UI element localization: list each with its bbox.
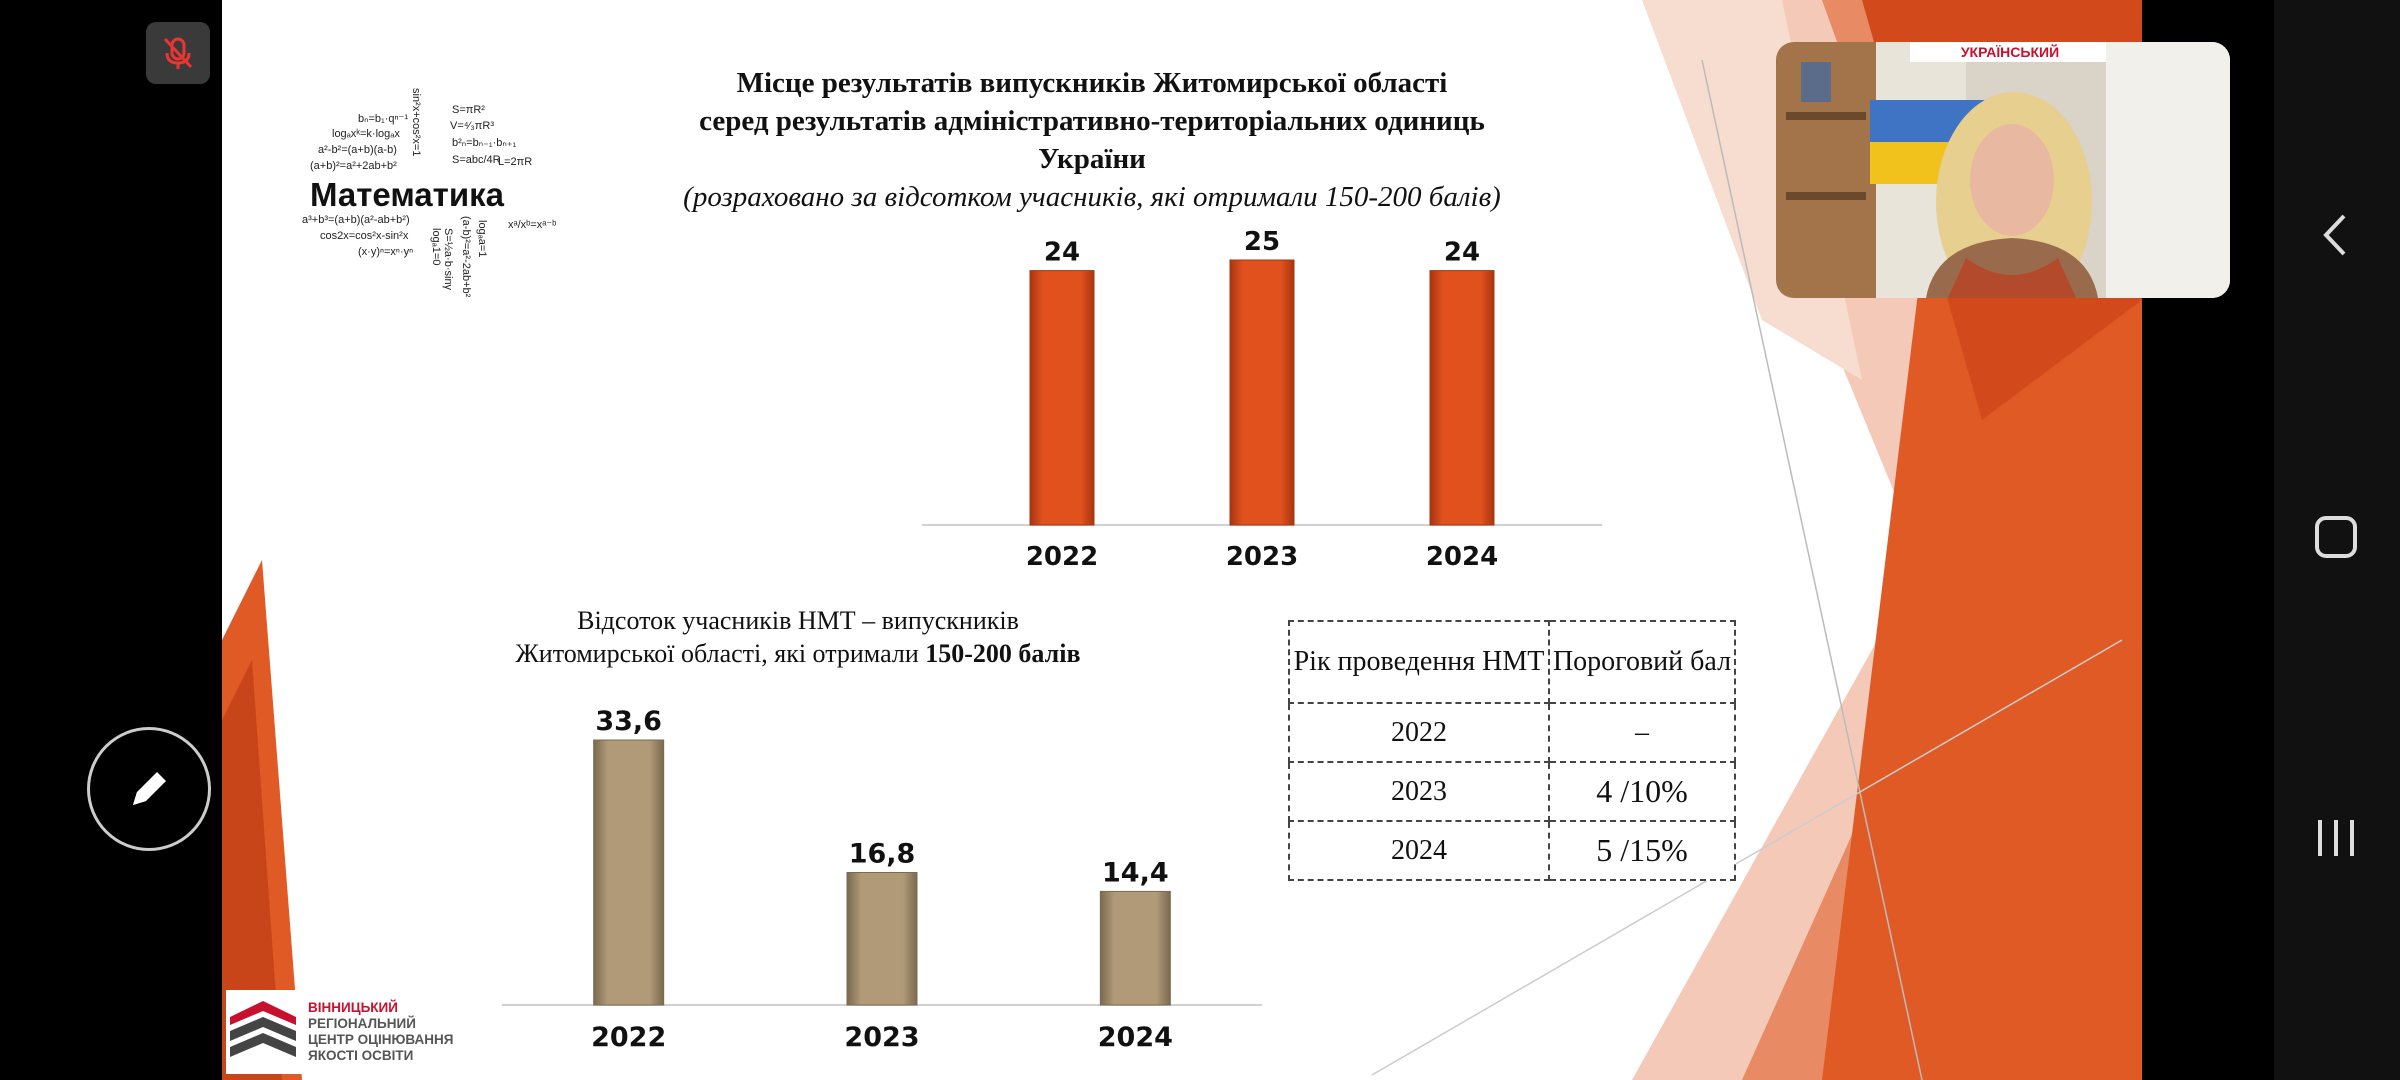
formula-text: V=⁴⁄₃πR³ [450,120,494,132]
formula-text: sin²x+cos²x=1 [410,88,422,157]
title-line-3: (розраховано за відсотком учасників, які… [683,181,1501,213]
category-label: 2022 [1026,542,1098,572]
annotate-pen-button[interactable] [87,727,211,851]
chevron-left-icon [2323,214,2346,256]
table-header-row: Рік проведення НМТ Пороговий бал [1288,620,1736,704]
bar-2022 [593,739,665,1006]
row-value: 5 /15% [1548,820,1736,881]
pencil-icon [133,772,166,805]
speaker-video-thumbnail[interactable]: УКРАЇНСЬКИЙ [1776,42,2230,298]
row-year: 2022 [1288,702,1550,763]
formula-text: logₐa=1 [476,220,488,258]
threshold-table: Рік проведення НМТ Пороговий бал 2022 – … [1288,620,1736,881]
title-line-1: Місце результатів випускників Житомирськ… [736,67,1448,99]
bar-2023 [1229,259,1295,526]
formula-text: (a-b)²=a²-2ab+b² [460,216,472,298]
header-threshold: Пороговий бал [1548,620,1736,704]
header-year: Рік проведення НМТ [1288,620,1550,704]
table-row: 2023 4 /10% [1288,761,1736,822]
background-banner-text: УКРАЇНСЬКИЙ [1961,43,2059,60]
formula-text: a³+b³=(a+b)(a²-ab+b²) [302,214,410,226]
speaker-video-frame: УКРАЇНСЬКИЙ [1776,42,2230,298]
caption-bold: 150-200 балів [925,639,1081,668]
category-label: 2024 [1098,1022,1173,1053]
formula-text: logₐ1=0 [430,228,442,266]
row-value: – [1548,702,1736,763]
formula-text: S=½a·b·sinγ [442,228,454,291]
org-line-1: ВІННИЦЬКИЙ [308,1000,398,1015]
formula-text: logₐxᵏ=k·logₐx [332,128,400,140]
category-label: 2023 [844,1022,919,1053]
navigation-bar [2274,0,2400,1080]
org-line-2: РЕГІОНАЛЬНИЙ [308,1016,416,1031]
row-year: 2024 [1288,820,1550,881]
back-button[interactable] [2306,205,2366,265]
category-label: 2022 [591,1022,666,1053]
org-line-4: ЯКОСТІ ОСВІТИ [308,1048,414,1063]
mute-microphone-button[interactable] [146,22,210,84]
data-label: 14,4 [1102,857,1169,888]
ranking-bar-chart: 24 2022 25 2023 24 2024 [922,227,1602,572]
recent-apps-button[interactable] [2306,808,2366,868]
bar-2024 [1099,890,1171,1006]
data-label: 24 [1044,238,1080,268]
formula-text: (a+b)²=a²+2ab+b² [310,160,397,172]
math-formulas: bₙ=b₁·qⁿ⁻¹ S=πR² logₐxᵏ=k·logₐx V=⁴⁄₃πR³ a²-… [302,78,562,328]
caption-line-1: Відсоток учасників НМТ – випускників [577,606,1019,635]
data-label: 16,8 [849,839,916,870]
formula-text: bₙ=b₁·qⁿ⁻¹ [358,113,409,125]
data-label: 24 [1444,238,1480,268]
book-logo-icon [230,1001,296,1057]
recent-apps-icon [2318,820,2354,856]
category-label: 2024 [1426,542,1498,572]
row-year: 2023 [1288,761,1550,822]
home-button[interactable] [2306,507,2366,567]
data-label: 33,6 [595,706,662,737]
caption-line-2: Житомирської області, які отримали [515,639,926,668]
microphone-off-icon [163,37,193,69]
formula-text: xᵃ/xᵇ=xᵃ⁻ᵇ [508,219,557,231]
org-line-3: ЦЕНТР ОЦІНЮВАННЯ [308,1032,454,1047]
formula-text: L=2πR [498,156,533,168]
organization-logo: ВІННИЦЬКИЙ РЕГІОНАЛЬНИЙ ЦЕНТР ОЦІНЮВАННЯ… [226,990,456,1074]
formula-text: S=πR² [452,104,485,116]
formula-text: a²-b²=(a+b)(a-b) [318,144,397,156]
slide-title: Місце результатів випускників Житомирськ… [652,64,1532,216]
table-row: 2024 5 /15% [1288,820,1736,881]
bar-2023 [846,872,918,1006]
data-label: 25 [1244,227,1280,257]
formula-text: b²ₙ=bₙ₋₁·bₙ₊₁ [452,137,517,149]
bar-2024 [1429,270,1495,526]
logo-word: Математика [310,176,504,213]
left-toolbar [0,0,222,1080]
title-line-2: серед результатів адміністративно-терито… [699,105,1485,175]
table-row: 2022 – [1288,702,1736,763]
category-label: 2023 [1226,542,1298,572]
mathematics-logo: bₙ=b₁·qⁿ⁻¹ S=πR² logₐxᵏ=k·logₐx V=⁴⁄₃πR³ a²-… [302,78,562,328]
bar-2022 [1029,270,1095,526]
formula-text: cos2x=cos²x-sin²x [320,230,409,242]
formula-text: (x·y)ⁿ=xⁿ·yⁿ [358,246,414,258]
bottom-chart-caption: Відсоток учасників НМТ – випускників Жит… [498,604,1098,670]
percentage-bar-chart: 33,6 2022 16,8 2023 14,4 2024 [502,706,1262,1053]
home-square-icon [2315,516,2357,558]
row-value: 4 /10% [1548,761,1736,822]
formula-text: S=abc/4R [452,154,501,166]
